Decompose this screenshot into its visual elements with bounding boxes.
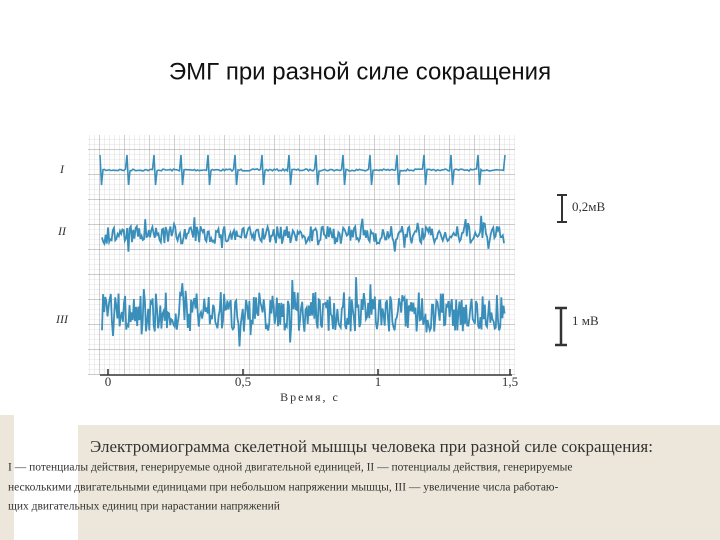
scale-label: 1 мВ [572,313,599,328]
time-ticks: 0 0,5 1 1,5 [105,369,518,389]
caption-line: несколькими двигательными единицами при … [8,482,559,494]
scale-bar [555,306,567,347]
trace-label: I [59,162,65,176]
tick-label: 0,5 [235,374,251,389]
trace-label: II [57,224,67,238]
trace [101,277,506,347]
scale-label: 0,2мВ [572,199,605,214]
trace [99,154,506,186]
caption-line: I — потенциалы действия, генерируемые од… [8,462,573,474]
tick-label: 0 [105,374,112,389]
grid-paper [88,135,515,375]
tick-label: 1,5 [502,374,518,389]
caption-title: Электромиограмма скелетной мышцы человек… [90,437,653,456]
caption-box [78,425,720,540]
emg-traces [99,154,506,347]
scan-edge [0,415,14,540]
scale-bar [557,194,567,223]
slide-title: ЭМГ при разной силе сокращения [169,58,551,85]
trace-label: III [55,312,69,326]
tick-label: 1 [375,374,382,389]
caption-line: щих двигательных единиц при нарастании н… [8,501,280,513]
trace [101,215,505,252]
axis-label: Время, с [280,390,340,404]
